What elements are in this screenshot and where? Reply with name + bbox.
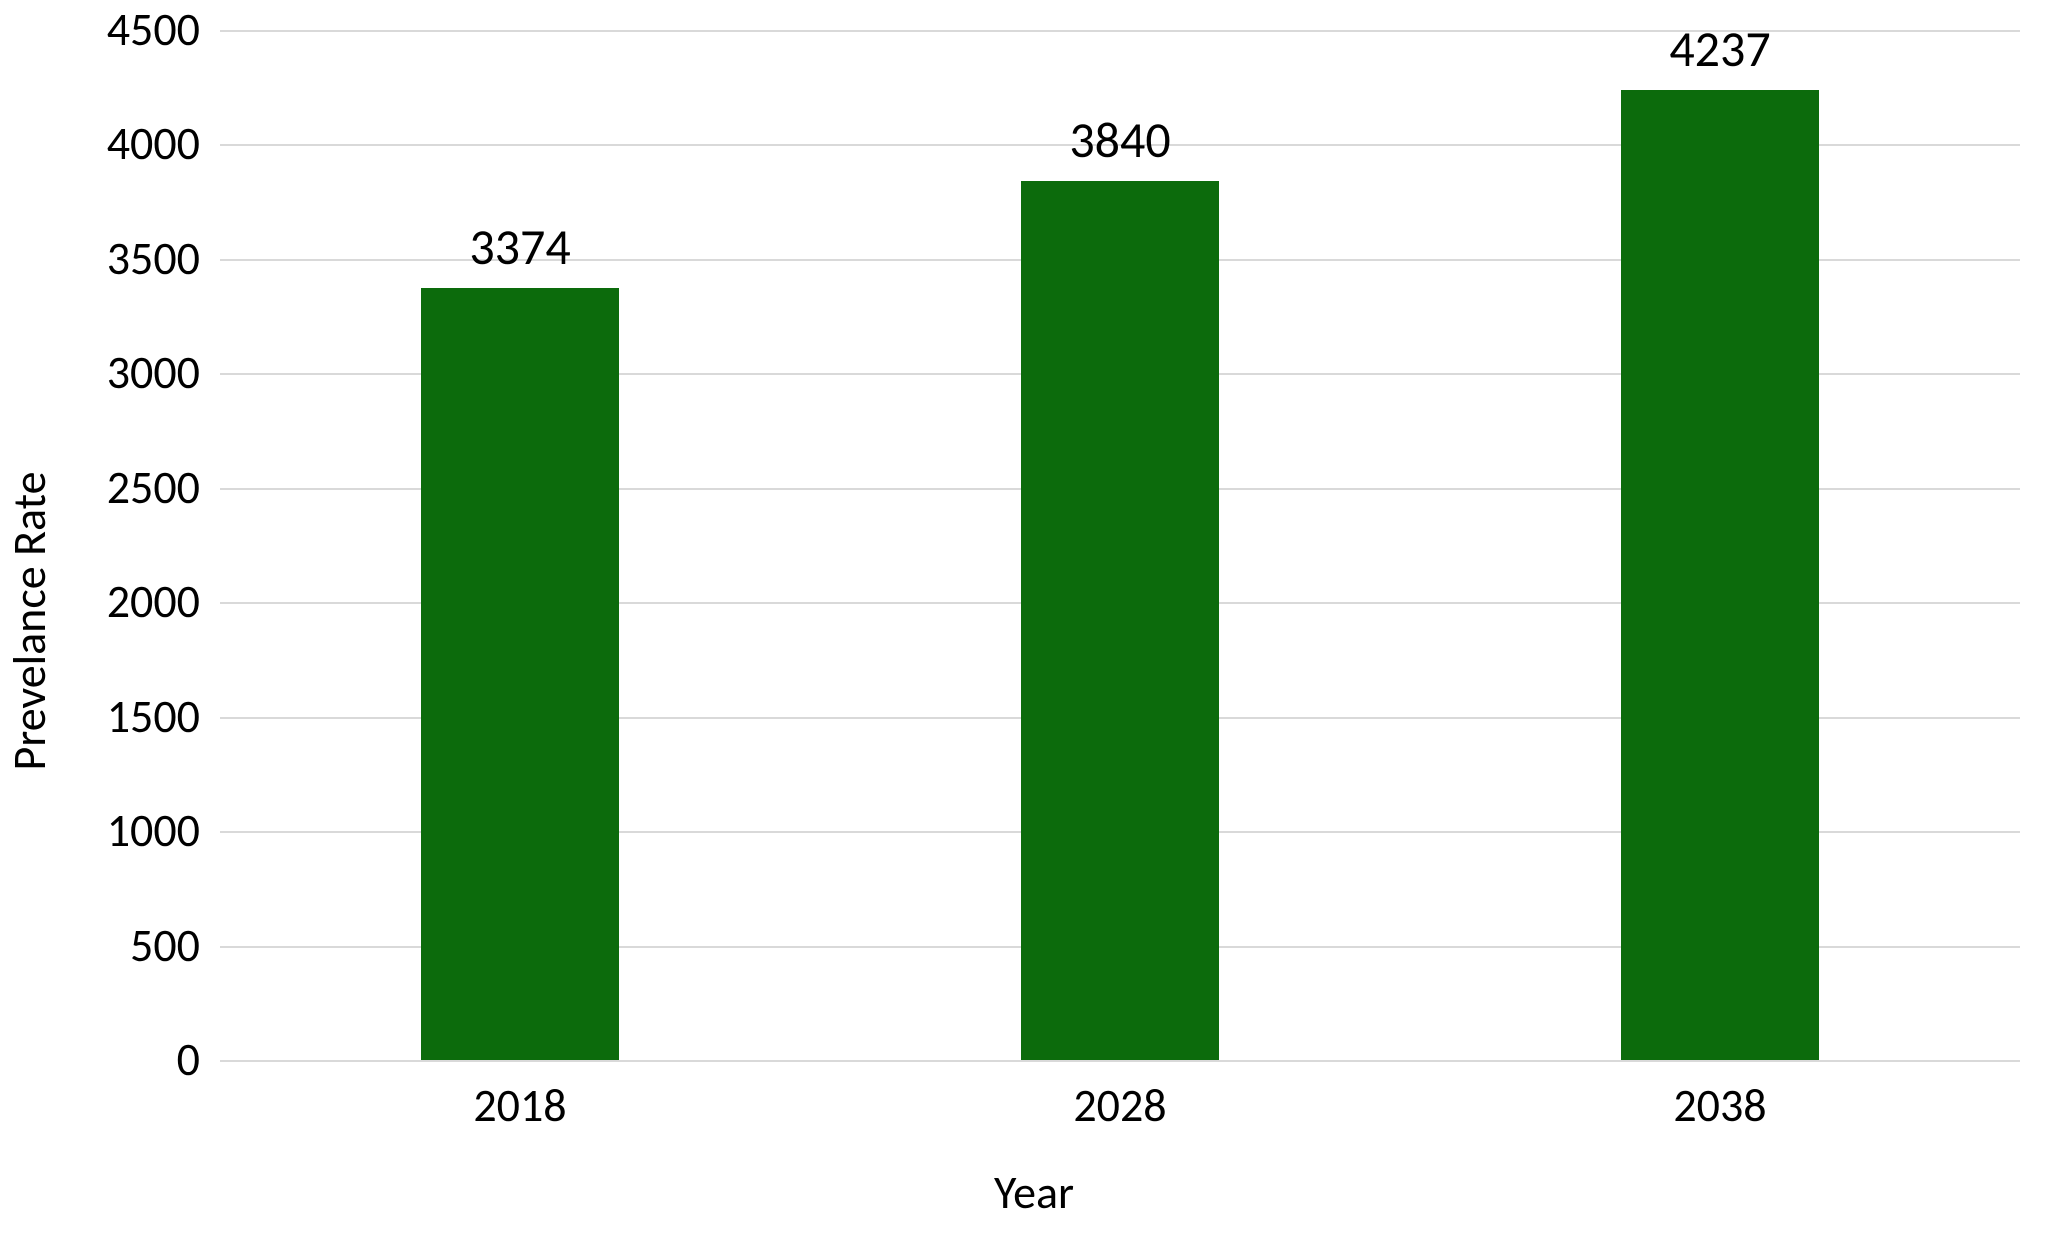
y-tick-label: 3500 — [107, 231, 200, 287]
bar: 4237 — [1621, 90, 1819, 1060]
prevalence-bar-chart: Prevelance Rate 050010001500200025003000… — [0, 0, 2068, 1241]
gridline — [220, 1060, 2020, 1062]
y-tick-label: 4500 — [107, 2, 200, 58]
x-tick-label: 2018 — [473, 1078, 566, 1134]
y-tick-label: 2000 — [107, 574, 200, 630]
bar: 3374 — [421, 288, 619, 1060]
x-axis-title: Year — [994, 1165, 1074, 1221]
y-tick-label: 3000 — [107, 345, 200, 401]
y-axis-title: Prevelance Rate — [2, 471, 58, 770]
y-tick-label: 1500 — [107, 689, 200, 745]
bar-value-label: 3840 — [1069, 110, 1170, 171]
bar-value-label: 3374 — [469, 217, 570, 278]
x-tick-label: 2038 — [1673, 1078, 1766, 1134]
y-tick-label: 0 — [177, 1032, 200, 1088]
y-tick-label: 500 — [130, 918, 200, 974]
bar: 3840 — [1021, 181, 1219, 1060]
y-tick-label: 1000 — [107, 803, 200, 859]
bar-value-label: 4237 — [1669, 19, 1770, 80]
y-tick-label: 4000 — [107, 116, 200, 172]
y-tick-label: 2500 — [107, 460, 200, 516]
x-tick-label: 2028 — [1073, 1078, 1166, 1134]
plot-area: 0500100015002000250030003500400045003374… — [220, 30, 2020, 1060]
